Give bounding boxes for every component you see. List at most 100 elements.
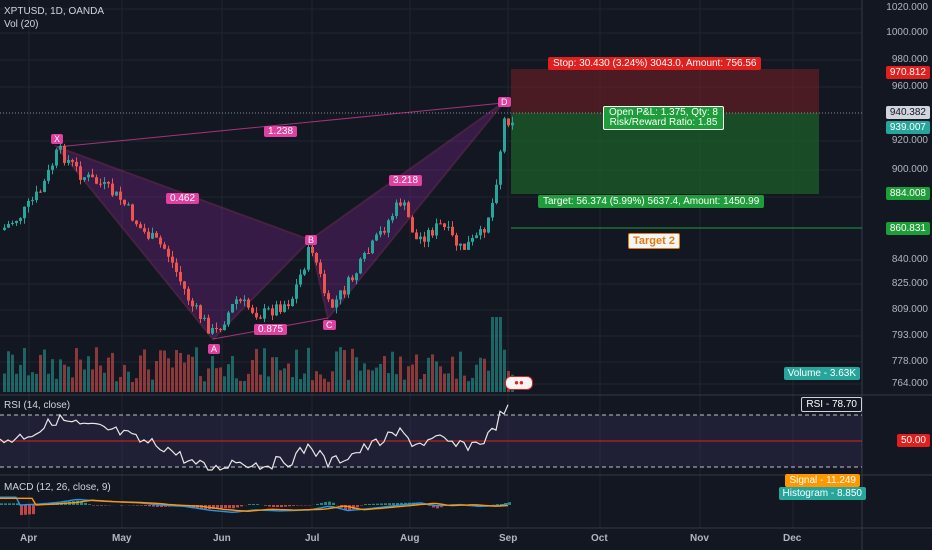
ratio-ab[interactable]: 0.462 — [166, 193, 200, 204]
volume-bar — [71, 377, 74, 392]
candle-body — [323, 273, 326, 294]
volume-bar — [147, 369, 150, 392]
volume-bar — [427, 357, 430, 392]
candle-body — [195, 305, 198, 307]
volume-bar — [279, 370, 282, 392]
candle-body — [219, 329, 222, 331]
symbol-title: XPTUSD, 1D, OANDA — [4, 6, 105, 17]
volume-bar — [411, 364, 414, 392]
volume-bar — [291, 377, 294, 392]
rsi-indicator-label[interactable]: RSI (14, close) — [4, 400, 71, 411]
volume-bar — [499, 317, 502, 392]
pattern-point-b[interactable]: B — [305, 235, 318, 245]
volume-bar — [195, 347, 198, 392]
volume-bar — [179, 352, 182, 392]
candle-body — [383, 230, 386, 233]
candle-body — [439, 223, 442, 225]
candle-body — [271, 308, 274, 316]
volume-bar — [275, 357, 278, 392]
ratio-bc[interactable]: 0.875 — [254, 324, 288, 335]
candle-body — [179, 271, 182, 282]
candle-body — [299, 274, 302, 285]
volume-bar — [159, 350, 162, 392]
candle-body — [83, 177, 86, 180]
macd-histogram-bar — [84, 502, 87, 505]
candle-body — [311, 246, 314, 254]
candle-body — [303, 269, 306, 275]
volume-indicator-label[interactable]: Vol (20) — [4, 19, 39, 30]
volume-bar — [35, 373, 38, 392]
volume-bar — [23, 348, 26, 392]
macd-histogram-bar — [280, 505, 283, 508]
candle-body — [459, 243, 462, 246]
pattern-point-d[interactable]: D — [498, 97, 511, 107]
volume-bar — [483, 358, 486, 392]
candle-body — [351, 277, 354, 281]
volume-bar — [259, 374, 262, 392]
macd-histogram-bar — [316, 503, 319, 505]
candle-body — [139, 224, 142, 229]
ratio-cd[interactable]: 3.218 — [389, 175, 423, 186]
time-tick: Oct — [591, 533, 608, 544]
candle-body — [135, 220, 138, 225]
macd-histogram-bar — [344, 505, 347, 511]
macd-histogram-bar — [8, 503, 11, 505]
macd-indicator-label[interactable]: MACD (12, 26, close, 9) — [4, 482, 111, 493]
candle-body — [347, 277, 350, 295]
candle-body — [359, 258, 362, 274]
candle-body — [55, 149, 58, 166]
macd-histogram-bar — [144, 505, 147, 506]
candle-body — [287, 304, 290, 307]
candle-body — [159, 237, 162, 245]
candle-body — [199, 305, 202, 319]
volume-bar — [11, 354, 14, 392]
stop-price-tag: 970.812 — [885, 66, 930, 79]
candle-body — [255, 312, 258, 318]
volume-bar — [131, 381, 134, 392]
candle-body — [371, 240, 374, 254]
volume-bar — [231, 356, 234, 392]
target-label[interactable]: Target: 56.374 (5.99%) 5637.4, Amount: 1… — [538, 195, 765, 208]
volume-bar — [371, 370, 374, 392]
volume-bar — [163, 350, 166, 392]
candle-body — [243, 299, 246, 302]
target2-price-tag: 860.831 — [885, 222, 930, 235]
volume-bar — [283, 368, 286, 392]
pattern-point-a[interactable]: A — [208, 344, 221, 354]
ratio-xd[interactable]: 1.238 — [264, 126, 298, 137]
candle-body — [59, 145, 62, 150]
candle-body — [115, 191, 118, 196]
stop-label[interactable]: Stop: 30.430 (3.24%) 3043.0, Amount: 756… — [548, 57, 762, 70]
volume-bar — [175, 349, 178, 392]
candle-body — [467, 241, 470, 250]
volume-bar — [39, 354, 42, 392]
pnl-label[interactable]: Open P&L: 1.375, Qty: 8 Risk/Reward Rati… — [603, 106, 724, 130]
candle-body — [203, 317, 206, 319]
candle-body — [363, 252, 366, 259]
economic-event-icon[interactable]: ●● — [505, 376, 533, 390]
candle-body — [163, 244, 166, 249]
macd-histogram-bar — [136, 505, 139, 506]
candle-body — [283, 304, 286, 312]
candle-body — [431, 230, 434, 236]
macd-histogram-bar — [12, 503, 15, 505]
volume-bar — [327, 381, 330, 392]
price-tick: 920.000 — [891, 135, 928, 146]
pattern-point-c[interactable]: C — [323, 320, 336, 330]
macd-histogram-bar — [364, 504, 367, 505]
candle-body — [415, 232, 418, 240]
candle-body — [443, 223, 446, 228]
candle-body — [267, 308, 270, 310]
target2-label[interactable]: Target 2 — [628, 233, 680, 249]
macd-histogram-bar — [28, 505, 31, 515]
pattern-point-x[interactable]: X — [51, 134, 64, 144]
candle-body — [403, 202, 406, 206]
candle-body — [419, 236, 422, 240]
volume-bar — [475, 364, 478, 392]
macd-histogram-bar — [400, 502, 403, 505]
candle-body — [291, 298, 294, 307]
stop-zone — [511, 69, 819, 113]
volume-bar — [423, 373, 426, 392]
candle-body — [399, 202, 402, 206]
